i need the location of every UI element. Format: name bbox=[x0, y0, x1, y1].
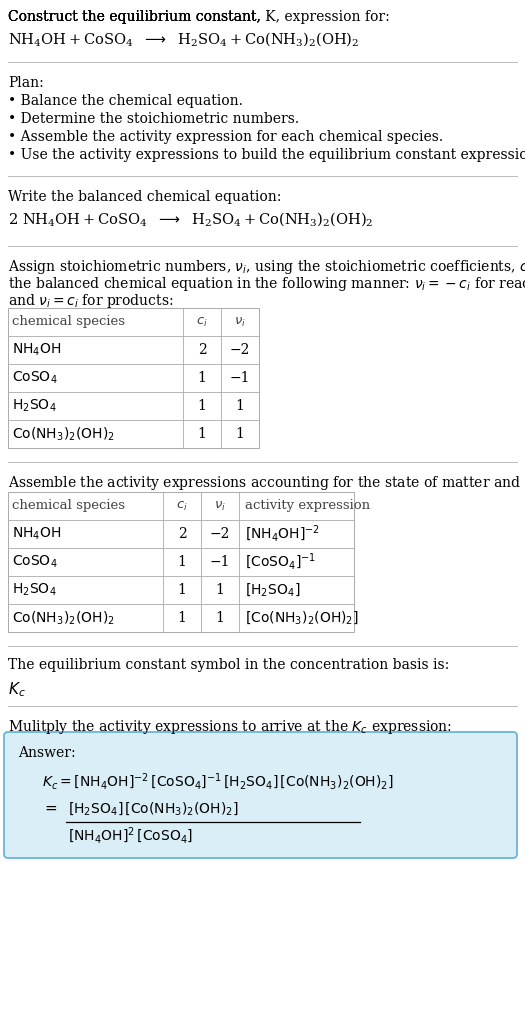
Text: 1: 1 bbox=[177, 555, 186, 569]
Text: Construct the equilibrium constant,: Construct the equilibrium constant, bbox=[8, 10, 265, 24]
Text: $c_i$: $c_i$ bbox=[196, 315, 208, 329]
Text: chemical species: chemical species bbox=[12, 500, 125, 513]
Text: $\nu_i$: $\nu_i$ bbox=[214, 500, 226, 513]
Text: 1: 1 bbox=[197, 427, 206, 441]
Text: $\mathrm{Co(NH_3)_2(OH)_2}$: $\mathrm{Co(NH_3)_2(OH)_2}$ bbox=[12, 425, 115, 443]
Text: The equilibrium constant symbol in the concentration basis is:: The equilibrium constant symbol in the c… bbox=[8, 658, 449, 672]
Text: $[\mathrm{Co(NH_3)_2(OH)_2}]$: $[\mathrm{Co(NH_3)_2(OH)_2}]$ bbox=[245, 610, 359, 626]
Text: $\mathregular{NH_4OH + CoSO_4}$  $\longrightarrow$  $\mathregular{H_2SO_4 + Co(N: $\mathregular{NH_4OH + CoSO_4}$ $\longri… bbox=[8, 30, 360, 47]
Text: −1: −1 bbox=[210, 555, 230, 569]
Text: −2: −2 bbox=[230, 343, 250, 357]
Text: $[\mathrm{H_2SO_4}]$: $[\mathrm{H_2SO_4}]$ bbox=[245, 582, 300, 598]
Text: $\mathrm{H_2SO_4}$: $\mathrm{H_2SO_4}$ bbox=[12, 582, 57, 598]
Text: Mulitply the activity expressions to arrive at the $K_c$ expression:: Mulitply the activity expressions to arr… bbox=[8, 718, 452, 736]
Text: 1: 1 bbox=[216, 583, 225, 597]
Text: Answer:: Answer: bbox=[18, 746, 76, 760]
Text: Construct the equilibrium constant, K, expression for:: Construct the equilibrium constant, K, e… bbox=[8, 10, 390, 24]
Text: • Use the activity expressions to build the equilibrium constant expression.: • Use the activity expressions to build … bbox=[8, 148, 525, 162]
Text: $[\mathrm{H_2SO_4}]\,[\mathrm{Co(NH_3)_2(OH)_2}]$: $[\mathrm{H_2SO_4}]\,[\mathrm{Co(NH_3)_2… bbox=[68, 800, 238, 817]
Text: 1: 1 bbox=[236, 399, 245, 413]
Text: 1: 1 bbox=[177, 611, 186, 625]
Text: • Determine the stoichiometric numbers.: • Determine the stoichiometric numbers. bbox=[8, 112, 299, 126]
Text: −1: −1 bbox=[230, 371, 250, 385]
Text: $\mathrm{NH_4OH}$: $\mathrm{NH_4OH}$ bbox=[12, 525, 61, 542]
Text: Construct the equilibrium constant,: Construct the equilibrium constant, bbox=[8, 10, 265, 24]
Text: $=$: $=$ bbox=[42, 800, 58, 815]
Text: $c_i$: $c_i$ bbox=[176, 500, 188, 513]
Text: Write the balanced chemical equation:: Write the balanced chemical equation: bbox=[8, 190, 281, 204]
Text: $\mathrm{H_2SO_4}$: $\mathrm{H_2SO_4}$ bbox=[12, 398, 57, 414]
Text: $\mathrm{NH_4OH}$: $\mathrm{NH_4OH}$ bbox=[12, 342, 61, 358]
Text: $[\mathrm{NH_4OH}]^{-2}$: $[\mathrm{NH_4OH}]^{-2}$ bbox=[245, 524, 320, 544]
Text: • Balance the chemical equation.: • Balance the chemical equation. bbox=[8, 94, 243, 108]
Bar bbox=[8, 308, 259, 448]
Text: $K_c$: $K_c$ bbox=[8, 680, 26, 698]
Bar bbox=[8, 492, 354, 632]
Text: • Assemble the activity expression for each chemical species.: • Assemble the activity expression for e… bbox=[8, 130, 443, 144]
Text: 1: 1 bbox=[197, 371, 206, 385]
Text: 2: 2 bbox=[177, 527, 186, 541]
Text: activity expression: activity expression bbox=[245, 500, 370, 513]
Text: Plan:: Plan: bbox=[8, 76, 44, 90]
Text: $[\mathrm{NH_4OH}]^2\,[\mathrm{CoSO_4}]$: $[\mathrm{NH_4OH}]^2\,[\mathrm{CoSO_4}]$ bbox=[68, 826, 193, 847]
Text: $[\mathrm{CoSO_4}]^{-1}$: $[\mathrm{CoSO_4}]^{-1}$ bbox=[245, 552, 316, 573]
Text: 1: 1 bbox=[216, 611, 225, 625]
Text: the balanced chemical equation in the following manner: $\nu_i = -c_i$ for react: the balanced chemical equation in the fo… bbox=[8, 275, 525, 293]
Text: $\mathrm{Co(NH_3)_2(OH)_2}$: $\mathrm{Co(NH_3)_2(OH)_2}$ bbox=[12, 610, 115, 626]
Text: Assemble the activity expressions accounting for the state of matter and $\nu_i$: Assemble the activity expressions accoun… bbox=[8, 474, 525, 492]
Text: and $\nu_i = c_i$ for products:: and $\nu_i = c_i$ for products: bbox=[8, 291, 173, 310]
Text: 1: 1 bbox=[197, 399, 206, 413]
Text: $\mathregular{2\ NH_4OH + CoSO_4}$  $\longrightarrow$  $\mathregular{H_2SO_4 + C: $\mathregular{2\ NH_4OH + CoSO_4}$ $\lon… bbox=[8, 210, 373, 228]
Text: Assign stoichiometric numbers, $\nu_i$, using the stoichiometric coefficients, $: Assign stoichiometric numbers, $\nu_i$, … bbox=[8, 258, 525, 276]
Text: $\mathrm{CoSO_4}$: $\mathrm{CoSO_4}$ bbox=[12, 370, 58, 386]
Text: 1: 1 bbox=[177, 583, 186, 597]
Text: $\mathrm{CoSO_4}$: $\mathrm{CoSO_4}$ bbox=[12, 554, 58, 571]
Text: 2: 2 bbox=[197, 343, 206, 357]
Text: $K_c = [\mathrm{NH_4OH}]^{-2}\,[\mathrm{CoSO_4}]^{-1}\,[\mathrm{H_2SO_4}]\,[\mat: $K_c = [\mathrm{NH_4OH}]^{-2}\,[\mathrm{… bbox=[42, 772, 394, 792]
Text: −2: −2 bbox=[210, 527, 230, 541]
Text: $\nu_i$: $\nu_i$ bbox=[234, 315, 246, 329]
FancyBboxPatch shape bbox=[4, 732, 517, 858]
Text: chemical species: chemical species bbox=[12, 315, 125, 329]
Text: 1: 1 bbox=[236, 427, 245, 441]
